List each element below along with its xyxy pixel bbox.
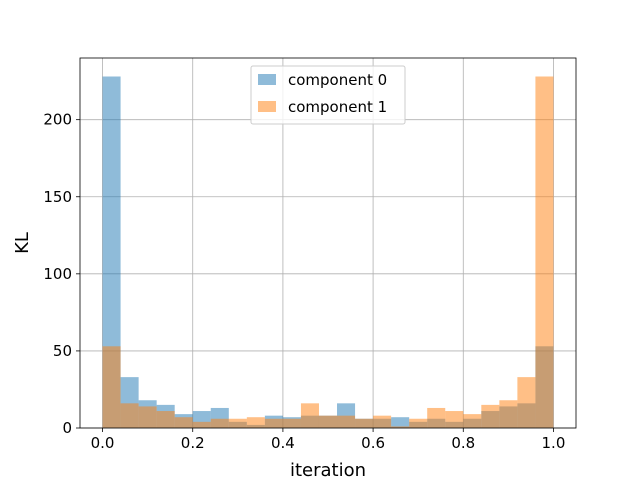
x-tick-label: 1.0 [542, 434, 566, 452]
legend-swatch-component-0 [258, 74, 276, 85]
legend-label-component-1: component 1 [288, 98, 387, 116]
y-tick-label: 100 [43, 265, 72, 283]
bar-series-1 [210, 418, 229, 428]
x-tick-label: 0.6 [361, 434, 385, 452]
bar-series-1 [282, 418, 301, 428]
plot-frame [79, 57, 577, 429]
bar-series-1 [409, 418, 428, 428]
bar-series-1 [102, 346, 121, 428]
legend-box [250, 65, 406, 125]
bar-series-1 [535, 76, 554, 428]
bar-series-1 [337, 415, 356, 428]
legend-swatch-component-1 [258, 101, 276, 112]
bar-series-1 [391, 426, 410, 428]
axis-ticks: 0.0 0.2 0.4 0.6 0.8 1.0 0 50 100 150 200 [43, 111, 565, 452]
bar-series-1 [481, 404, 500, 428]
bar-series-0 [102, 76, 121, 428]
x-axis-label: iteration [290, 460, 366, 480]
bar-series-1 [373, 415, 392, 428]
legend: component 0 component 1 [250, 65, 406, 125]
bar-series-1 [427, 407, 446, 428]
x-tick-label: 0.8 [451, 434, 475, 452]
y-tick-label: 150 [43, 188, 72, 206]
y-axis-label: KL [12, 232, 33, 254]
bar-series-1 [318, 415, 338, 428]
y-tick-label: 50 [53, 342, 72, 360]
bar-series-1 [355, 418, 374, 428]
bar-series-1 [138, 406, 157, 428]
bar-series-1 [499, 400, 518, 428]
bar-series-1 [264, 418, 283, 428]
x-tick-label: 0.2 [181, 434, 205, 452]
x-tick-label: 0.4 [271, 434, 295, 452]
y-tick-label: 200 [43, 111, 72, 129]
bar-series-1 [192, 421, 211, 428]
bar-series-1 [246, 417, 265, 428]
bar-series-1 [228, 418, 247, 428]
bar-series-1 [300, 403, 319, 428]
bar-series-0 [391, 417, 410, 428]
y-tick-label: 0 [62, 419, 72, 437]
bar-series-1 [156, 411, 175, 428]
bar-series-1 [517, 377, 536, 428]
x-tick-label: 0.0 [91, 434, 115, 452]
bar-series-1 [463, 414, 482, 428]
bar-series-1 [445, 411, 464, 428]
histogram-bars [102, 76, 554, 428]
bar-series-1 [174, 417, 193, 428]
legend-label-component-0: component 0 [288, 71, 387, 89]
bar-series-1 [120, 403, 139, 428]
